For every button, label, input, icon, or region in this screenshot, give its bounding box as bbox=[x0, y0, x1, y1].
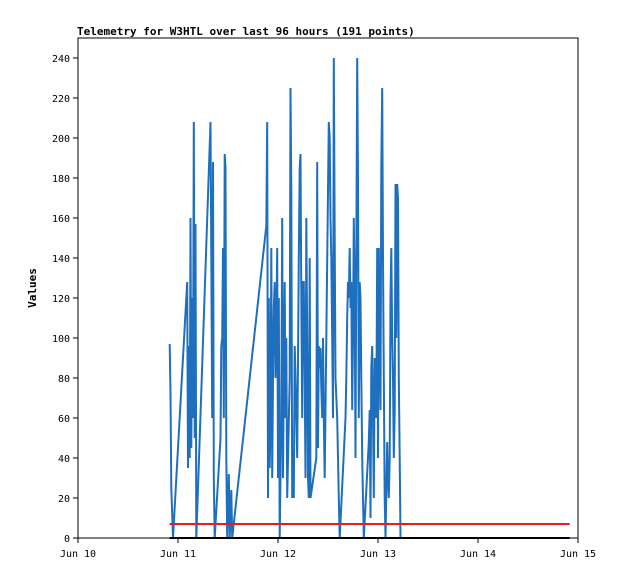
chart-title: Telemetry for W3HTL over last 96 hours (… bbox=[77, 25, 415, 38]
y-axis-label: Values bbox=[26, 268, 39, 308]
y-tick-label: 40 bbox=[58, 454, 70, 465]
y-tick-label: 80 bbox=[58, 374, 70, 385]
y-tick-label: 240 bbox=[52, 54, 70, 65]
x-axis-ticks: Jun 10 Jun 11 Jun 12 Jun 13 Jun 14 Jun 15 bbox=[60, 538, 596, 560]
y-tick-label: 140 bbox=[52, 254, 70, 265]
y-tick-label: 180 bbox=[52, 174, 70, 185]
series-line-telemetry bbox=[168, 57, 402, 539]
y-tick-label: 120 bbox=[52, 294, 70, 305]
x-tick-label: Jun 14 bbox=[460, 549, 496, 560]
x-tick-label: Jun 13 bbox=[360, 549, 396, 560]
y-tick-label: 20 bbox=[58, 494, 70, 505]
y-tick-label: 220 bbox=[52, 94, 70, 105]
y-axis-ticks: 0 20 40 60 80 100 120 140 160 180 200 220 240 bbox=[52, 54, 78, 545]
x-tick-label: Jun 11 bbox=[160, 549, 196, 560]
y-tick-label: 60 bbox=[58, 414, 70, 425]
x-tick-label: Jun 10 bbox=[60, 549, 96, 560]
y-tick-label: 160 bbox=[52, 214, 70, 225]
y-tick-label: 200 bbox=[52, 134, 70, 145]
y-tick-label: 0 bbox=[64, 534, 70, 545]
x-tick-label: Jun 12 bbox=[260, 549, 296, 560]
x-tick-label: Jun 15 bbox=[560, 549, 596, 560]
series-layer bbox=[168, 57, 570, 539]
y-tick-label: 100 bbox=[52, 334, 70, 345]
plot-area bbox=[77, 37, 579, 539]
